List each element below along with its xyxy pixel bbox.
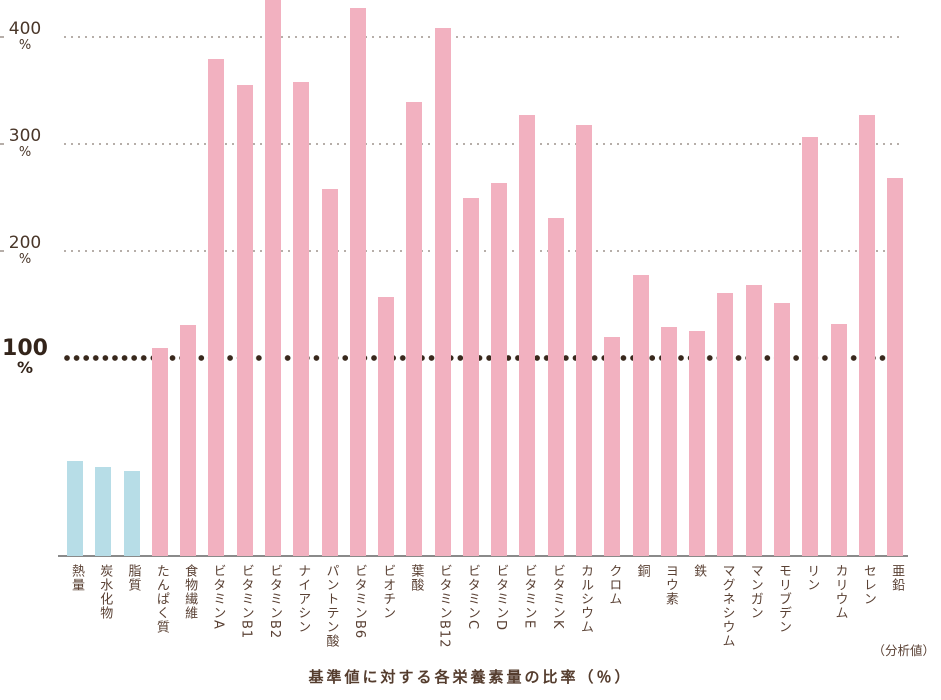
bar	[180, 324, 197, 556]
bar	[717, 292, 734, 556]
y-tick-value: 400	[8, 19, 42, 39]
x-axis-label: ビタミンK	[549, 564, 565, 630]
y-tick-value: 200	[8, 233, 42, 253]
bar	[774, 303, 790, 556]
bar	[519, 115, 536, 556]
bar	[802, 136, 819, 556]
x-axis-label: 鉄	[691, 564, 707, 578]
x-axis-label: セレン	[860, 564, 876, 606]
y-tick-unit: %	[18, 144, 32, 160]
x-axis-label: パントテン酸	[323, 564, 339, 648]
x-axis-label: ビタミンB2	[266, 564, 282, 640]
bar	[434, 28, 451, 556]
axis-tick	[0, 250, 4, 252]
x-axis-label: ビオチン	[380, 564, 396, 620]
x-axis-label: ナイアシン	[295, 564, 311, 634]
x-axis-label: ビタミンB1	[238, 564, 254, 640]
chart-title: 基準値に対する各栄養素量の比率（％）	[308, 668, 633, 686]
x-axis-label: ヨウ素	[662, 564, 678, 606]
bar	[604, 336, 621, 556]
y-axis-tick-label: 100%	[2, 337, 48, 377]
bar	[151, 348, 168, 556]
x-axis-label: マグネシウム	[719, 564, 735, 648]
y-tick-unit: %	[18, 37, 32, 53]
gridline-300	[64, 143, 903, 145]
x-axis-label: モリブデン	[776, 564, 791, 634]
bar	[547, 217, 564, 556]
x-axis-label: ビタミンD	[493, 564, 509, 632]
y-tick-unit: %	[18, 251, 32, 267]
x-axis-label: 熱量	[69, 564, 84, 592]
x-axis-label: 炭水化物	[97, 564, 113, 620]
reference-line-100pct	[64, 355, 903, 361]
y-axis-tick-label: 400%	[2, 19, 48, 53]
bar	[123, 470, 140, 556]
x-axis-label: 食物繊維	[182, 564, 198, 620]
x-axis-label: マンガン	[747, 564, 763, 620]
x-axis-label: カルシウム	[578, 564, 594, 634]
y-tick-unit: %	[16, 358, 34, 378]
bar	[95, 466, 112, 556]
bar	[208, 59, 225, 556]
x-axis-label: 銅	[634, 564, 650, 578]
x-axis-label: たんぱく質	[153, 564, 169, 634]
bar	[745, 285, 762, 556]
x-axis-label: 亜鉛	[889, 564, 905, 592]
y-axis-tick-label: 200%	[2, 233, 48, 267]
bar	[67, 460, 83, 556]
bar	[349, 8, 366, 556]
bar	[491, 182, 508, 556]
x-axis-label: ビタミンA	[210, 564, 226, 630]
x-axis-label: リン	[804, 564, 820, 592]
bar	[293, 81, 310, 556]
bar	[576, 124, 593, 556]
axis-tick	[0, 36, 4, 38]
x-axis-label: 脂質	[125, 564, 141, 592]
x-axis-label: 葉酸	[408, 564, 424, 592]
gridline-200	[64, 250, 903, 252]
bar	[321, 188, 338, 556]
y-axis-tick-label: 300%	[2, 126, 48, 160]
axis-tick	[0, 143, 4, 145]
bar	[462, 197, 479, 556]
y-tick-value: 100	[2, 336, 48, 361]
bar	[830, 323, 847, 556]
bar	[689, 331, 706, 556]
bar	[632, 274, 649, 556]
x-axis-label: カリウム	[832, 564, 848, 620]
bar	[858, 115, 875, 556]
y-tick-value: 300	[8, 126, 42, 146]
bar	[660, 326, 677, 556]
x-axis-label: ビタミンB12	[436, 564, 452, 649]
bar	[406, 102, 423, 556]
bar	[887, 178, 904, 556]
x-axis-label: ビタミンE	[521, 564, 537, 630]
bar	[236, 85, 253, 556]
bar	[264, 0, 281, 556]
analysis-value-note: （分析値）	[872, 643, 935, 658]
bar	[378, 297, 395, 556]
gridline-400	[64, 36, 903, 38]
x-axis-label: クロム	[606, 564, 622, 606]
x-axis-line	[58, 555, 908, 557]
x-axis-label: ビタミンC	[464, 564, 480, 631]
x-axis-label: ビタミンB6	[351, 564, 367, 640]
